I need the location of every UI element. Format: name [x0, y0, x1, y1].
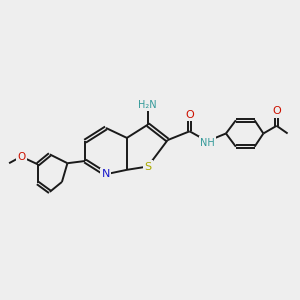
Text: O: O — [272, 106, 281, 116]
Text: O: O — [185, 110, 194, 120]
Text: N: N — [102, 169, 110, 179]
Text: H₂N: H₂N — [139, 100, 157, 110]
Text: O: O — [17, 152, 25, 162]
Text: S: S — [144, 161, 152, 172]
Text: NH: NH — [200, 138, 214, 148]
